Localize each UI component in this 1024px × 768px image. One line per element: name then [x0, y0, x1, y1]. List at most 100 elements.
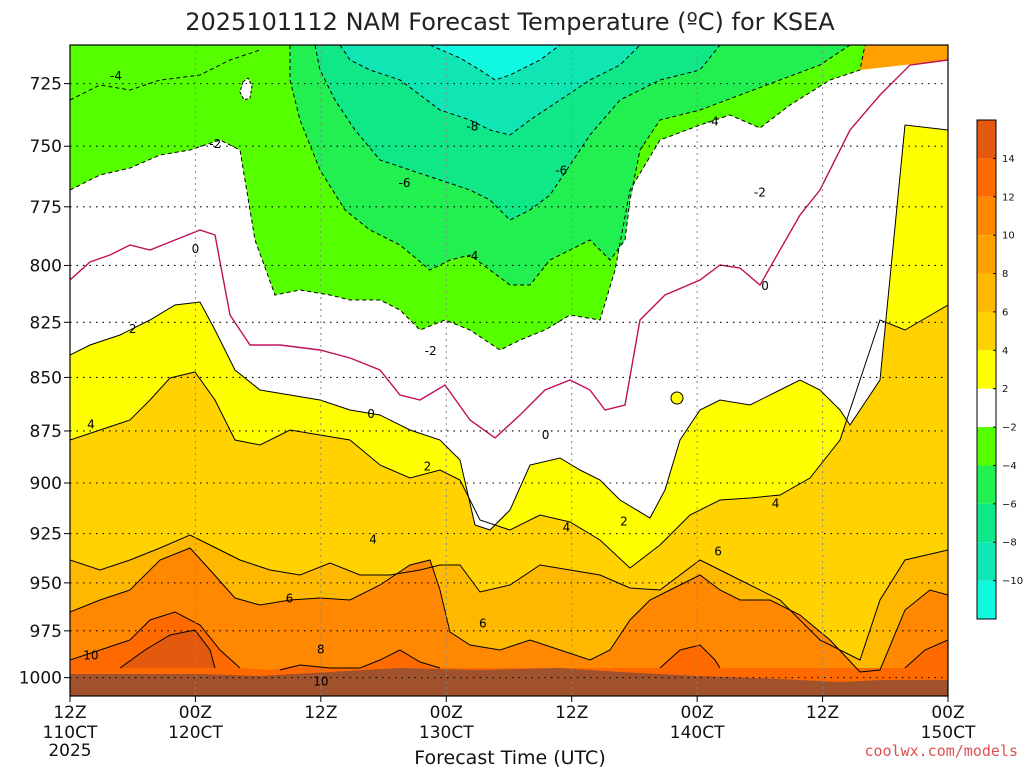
contour-10c — [659, 644, 721, 669]
x-tick-date: 110CT — [43, 723, 98, 743]
y-tick-label: 900 — [30, 474, 62, 494]
y-tick-label: 1000 — [19, 669, 62, 689]
colorbar-band — [977, 465, 996, 504]
colorbar-label: 10 — [1002, 231, 1015, 242]
contour-label: 4 — [563, 521, 571, 535]
y-tick-label: 775 — [30, 198, 62, 218]
band-neg12-neg10 — [430, 45, 560, 80]
colorbar-band — [977, 503, 996, 543]
band-neg2-2 — [70, 60, 948, 530]
contour-label: -4 — [707, 114, 719, 128]
x-tick-hour: 00Z — [681, 703, 714, 723]
colorbar-band — [977, 196, 996, 236]
contour-4 — [70, 304, 948, 569]
contour-label: 6 — [286, 591, 294, 605]
x-tick-hour: 12Z — [806, 703, 839, 723]
x-tick-date: 150CT — [921, 723, 976, 743]
contour-label: 10 — [313, 674, 328, 688]
contour-neg2 — [70, 45, 866, 351]
colorbar-band — [977, 273, 996, 312]
contour-labels: -4 -2 0 2 4 10 -8 -6 -6 -4 -2 0 2 4 6 8 10 0 6 4 2 -4 -2 0 4 6 — [83, 69, 779, 688]
y-tick-label: 800 — [30, 256, 62, 276]
y-tick-label: 750 — [30, 137, 62, 157]
x-tick-hour: 00Z — [430, 703, 463, 723]
colorbar-label: 8 — [1002, 269, 1008, 280]
grid — [70, 45, 948, 696]
chart-title: 2025101112 NAM Forecast Temperature (ºC)… — [185, 8, 835, 36]
band-10-12-east — [660, 640, 948, 668]
x-axis-title: Forecast Time (UTC) — [414, 747, 605, 768]
contour-8 — [70, 547, 948, 673]
contour-2 — [70, 124, 948, 531]
contour-label: -4 — [110, 69, 122, 83]
colorbar-band — [977, 350, 996, 389]
y-tick-label: 825 — [30, 313, 62, 333]
colorbar-label: 12 — [1002, 192, 1015, 203]
colorbar-label: −6 — [1002, 499, 1017, 510]
colorbar-band — [977, 235, 996, 274]
contour-label: 4 — [369, 533, 377, 547]
x-tick-hour: 12Z — [304, 703, 337, 723]
contour-10 — [70, 611, 241, 669]
x-tick-date: 130CT — [419, 723, 474, 743]
contour-label: 6 — [714, 545, 722, 559]
contour-label: 10 — [83, 648, 98, 662]
contour-label: 4 — [87, 418, 95, 432]
band-2-4 — [70, 125, 948, 568]
colorbar-band — [977, 158, 996, 197]
x-tick-hour: 00Z — [179, 703, 212, 723]
contour-0 — [70, 59, 948, 439]
colorbar-band — [977, 542, 996, 581]
colorbar-label: −4 — [1002, 461, 1017, 472]
colorbar-label: −2 — [1002, 423, 1017, 434]
band-neg10-neg8 — [340, 45, 640, 135]
contour-label: -6 — [398, 176, 410, 190]
contour-10b — [279, 649, 441, 671]
colorbar-band — [977, 120, 996, 159]
contour-label: 4 — [772, 496, 780, 510]
contour-label: -4 — [466, 249, 478, 263]
contour-label: -8 — [466, 119, 478, 133]
colorbar: 14 12 10 8 6 4 2 −2 −4 −6 −8 −10 — [976, 119, 1023, 620]
cold-hole — [239, 77, 253, 101]
y-tick-label: 975 — [30, 622, 62, 642]
colorbar-frame — [976, 119, 997, 620]
contour-12 — [119, 629, 216, 669]
contour-label: 0 — [367, 407, 375, 421]
band-8-10 — [70, 548, 948, 696]
contour-label: 8 — [317, 643, 325, 657]
colorbar-band — [977, 427, 996, 466]
plot-area: -4 -2 0 2 4 10 -8 -6 -6 -4 -2 0 2 4 6 8 10 0 6 4 2 -4 -2 0 4 6 — [70, 45, 948, 696]
y-axis: 725 750 775 800 825 850 875 900 925 950 975 1000 — [19, 75, 70, 689]
contour-label: -2 — [754, 185, 766, 199]
contour-label: 0 — [192, 242, 200, 256]
contour-label: 2 — [424, 460, 432, 474]
y-tick-label: 925 — [30, 525, 62, 545]
contour-label: -2 — [209, 137, 221, 151]
contour-label: 2 — [129, 322, 137, 336]
y-tick-label: 875 — [30, 422, 62, 442]
colorbar-label: 4 — [1002, 346, 1008, 357]
contour-label: 0 — [542, 428, 550, 442]
contour-10d — [904, 639, 948, 669]
contour-6 — [70, 534, 948, 661]
x-tick-date: 120CT — [168, 723, 223, 743]
colorbar-label: 14 — [1002, 154, 1015, 165]
contour-label: 2 — [620, 515, 628, 529]
x-tick-hour: 12Z — [53, 703, 86, 723]
colorbar-band — [977, 388, 996, 428]
colorbar-band — [977, 580, 996, 619]
band-4-6-main — [70, 305, 948, 660]
contour-label: 6 — [479, 616, 487, 630]
credit-link[interactable]: coolwx.com/models — [864, 742, 1018, 760]
contour-label: 0 — [761, 279, 769, 293]
y-tick-label: 725 — [30, 75, 62, 95]
warm-bubble — [670, 391, 684, 405]
colorbar-label: 6 — [1002, 307, 1008, 318]
contour-neg4 — [70, 45, 851, 286]
band-12-14 — [120, 630, 215, 668]
colorbar-label: −8 — [1002, 538, 1017, 549]
contour-label: -2 — [425, 344, 437, 358]
